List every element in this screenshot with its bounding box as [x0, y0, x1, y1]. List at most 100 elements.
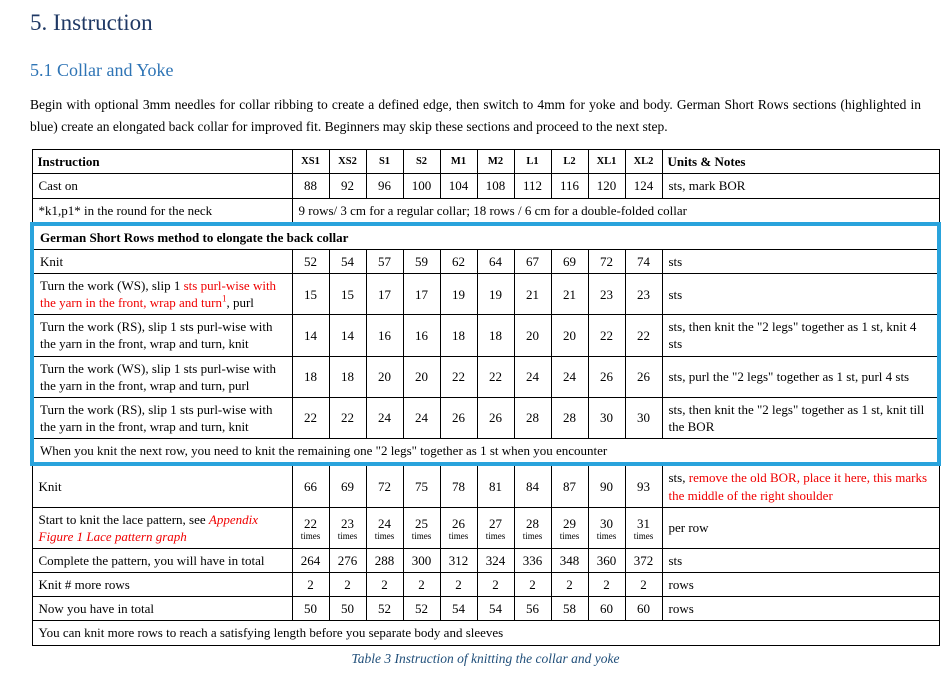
value-cell: 2 [624, 572, 663, 598]
value-cell: 66 [291, 463, 330, 508]
value-cell: 72 [587, 248, 626, 274]
value-cell: 22 times [291, 506, 330, 550]
note-cell: When you knit the next row, you need to … [31, 438, 940, 465]
subsection-heading: 5.1 Collar and Yoke [30, 60, 174, 80]
instruction-cell: Turn the work (WS), slip 1 sts purl-wise… [31, 355, 293, 398]
value-cell: 26 [587, 355, 626, 398]
units-cell: sts [661, 248, 940, 274]
value-cell: 31 times [624, 506, 663, 550]
value-cell: 23 times [328, 506, 367, 550]
instruction-cell: Now you have in total [31, 596, 293, 622]
value-cell: 52 [291, 248, 330, 274]
instruction-cell: Start to knit the lace pattern, see Appe… [31, 506, 293, 550]
value-cell: 50 [328, 596, 367, 622]
value-cell: 54 [328, 248, 367, 274]
value-cell: 312 [439, 547, 478, 574]
value-cell: 15 [291, 272, 330, 316]
value-cell: 22 [328, 396, 367, 440]
units-cell: sts [661, 547, 940, 574]
units-cell: sts, purl the "2 legs" together as 1 st,… [661, 355, 940, 398]
value-cell: 58 [550, 596, 589, 622]
value-cell: 2 [550, 572, 589, 598]
instruction-cell: Complete the pattern, you will have in t… [31, 547, 293, 574]
value-cell: 2 [402, 572, 441, 598]
value-cell: 22 [624, 314, 663, 357]
value-cell: 26 [476, 396, 515, 440]
value-cell: 23 [624, 272, 663, 316]
value-cell: 28 [513, 396, 552, 440]
value-cell: 2 [476, 572, 515, 598]
value-cell: 30 [624, 396, 663, 440]
value-cell: 69 [550, 248, 589, 274]
units-cell: sts, mark BOR [661, 173, 940, 199]
value-cell: 25 times [402, 506, 441, 550]
value-cell: 24 [365, 396, 404, 440]
units-cell: per row [661, 506, 940, 550]
value-cell: 16 [365, 314, 404, 357]
value-cell: 20 [402, 355, 441, 398]
value-cell: 60 [587, 596, 626, 622]
value-cell: 64 [476, 248, 515, 274]
table-row: Complete the pattern, you will have in t… [31, 547, 940, 574]
value-cell: 22 [476, 355, 515, 398]
value-cell: 56 [513, 596, 552, 622]
value-cell: 18 [439, 314, 478, 357]
header-size-s2: S2 [402, 149, 441, 175]
value-cell: 15 [328, 272, 367, 316]
value-cell: 108 [476, 173, 515, 199]
header-instruction: Instruction [31, 149, 293, 175]
value-cell: 20 [550, 314, 589, 357]
value-cell: 2 [587, 572, 626, 598]
note-cell: You can knit more rows to reach a satisf… [31, 620, 940, 646]
table-row: When you knit the next row, you need to … [31, 438, 940, 465]
table-row: You can knit more rows to reach a satisf… [31, 620, 940, 646]
value-cell: 26 times [439, 506, 478, 550]
units-cell: sts, remove the old BOR, place it here, … [661, 463, 940, 508]
value-cell: 96 [365, 173, 404, 199]
value-cell: 14 [291, 314, 330, 357]
instruction-table: Instruction XS1 XS2 S1 S2 M1 M2 L1 L2 XL1 XL2 Units… [30, 149, 941, 646]
value-cell: 22 [587, 314, 626, 357]
value-cell: 336 [513, 547, 552, 574]
value-cell: 20 [365, 355, 404, 398]
value-cell: 18 [328, 355, 367, 398]
value-cell: 26 [439, 396, 478, 440]
value-cell: 20 [513, 314, 552, 357]
value-cell: 100 [402, 173, 441, 199]
value-cell: 74 [624, 248, 663, 274]
post-section: Knit 66 69 72 75 78 81 84 87 90 93 sts, remove the … [31, 463, 940, 646]
instruction-cell: *k1,p1* in the round for the neck [31, 197, 293, 225]
value-cell: 23 [587, 272, 626, 316]
german-short-rows-section: German Short Rows method to elongate the… [31, 223, 940, 465]
value-cell: 75 [402, 463, 441, 508]
value-cell: 24 [402, 396, 441, 440]
value-cell: 62 [439, 248, 478, 274]
value-cell: 18 [291, 355, 330, 398]
value-cell: 81 [476, 463, 515, 508]
value-cell: 22 [439, 355, 478, 398]
value-cell: 93 [624, 463, 663, 508]
table-row: Turn the work (WS), slip 1 sts purl-wise… [31, 355, 940, 398]
value-cell: 84 [513, 463, 552, 508]
value-cell: 112 [513, 173, 552, 199]
table-row: Turn the work (RS), slip 1 sts purl-wise… [31, 314, 940, 357]
units-cell: sts, then knit the "2 legs" together as … [661, 396, 940, 440]
value-cell: 24 [513, 355, 552, 398]
value-cell: 17 [402, 272, 441, 316]
table-row: Knit # more rows 2 2 2 2 2 2 2 2 2 2 rows [31, 572, 940, 598]
value-cell: 92 [328, 173, 367, 199]
value-cell: 17 [365, 272, 404, 316]
value-cell: 88 [291, 173, 330, 199]
merged-values-cell: 9 rows/ 3 cm for a regular collar; 18 ro… [291, 197, 940, 225]
value-cell: 26 [624, 355, 663, 398]
instruction-cell: Turn the work (WS), slip 1 sts purl-wise… [31, 272, 293, 316]
header-size-l2: L2 [550, 149, 589, 175]
units-cell: rows [661, 572, 940, 598]
value-cell: 87 [550, 463, 589, 508]
table-row: Knit 66 69 72 75 78 81 84 87 90 93 sts, remove the … [31, 463, 940, 508]
value-cell: 59 [402, 248, 441, 274]
table-row: Now you have in total 50 50 52 52 54 54 56 58 60 6… [31, 596, 940, 622]
section-header-cell: German Short Rows method to elongate the… [31, 223, 940, 250]
value-cell: 324 [476, 547, 515, 574]
document-page: 5. Instruction 5.1 Collar and Yoke Begin… [30, 10, 941, 666]
